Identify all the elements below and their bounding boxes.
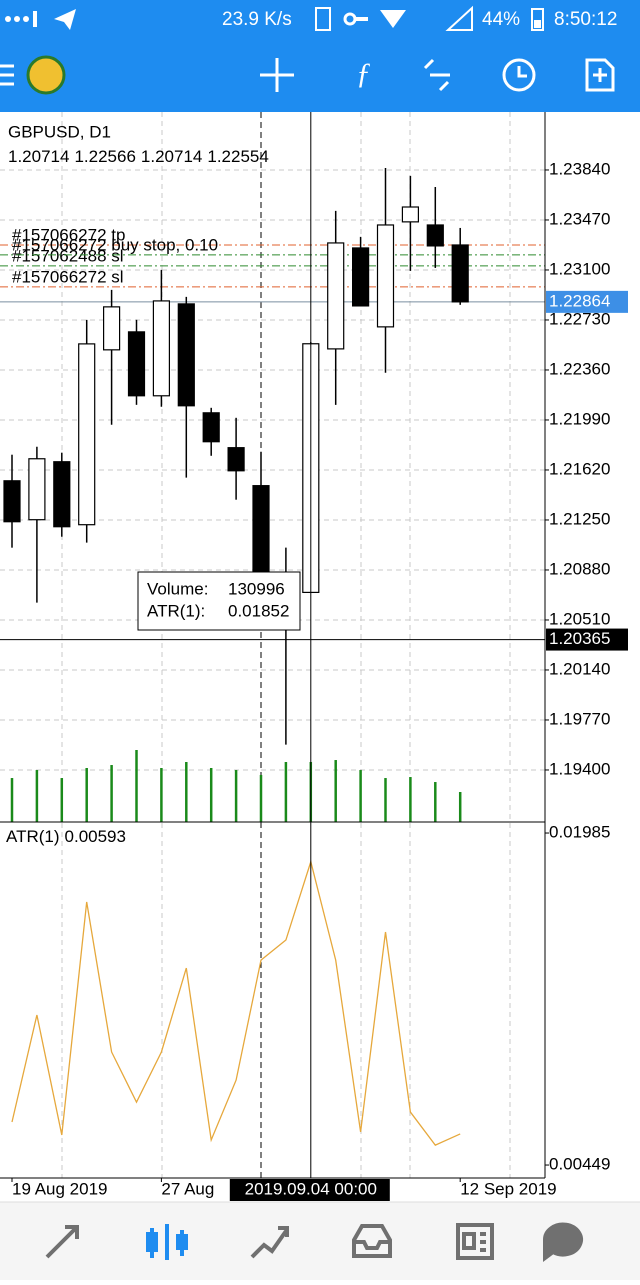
candle-body (102, 306, 121, 351)
nav-chart[interactable] (146, 1224, 188, 1260)
candle-body (202, 412, 220, 443)
candle-body (152, 300, 170, 397)
nav-quotes[interactable] (45, 1225, 79, 1259)
y-tick-label: 1.20510 (549, 609, 610, 628)
atr-line (11, 859, 461, 1146)
net-speed: 23.9 K/s (222, 9, 292, 30)
y-tick-label: 1.21620 (549, 459, 610, 478)
nav-icons (45, 1222, 583, 1262)
ohlc-readout: 1.20714 1.22566 1.20714 1.22554 (8, 147, 269, 166)
vol-layer (10, 750, 462, 822)
tooltip-label: ATR(1): (147, 601, 205, 620)
candle-body (352, 247, 370, 307)
y-tick-label: 1.22360 (549, 359, 610, 378)
y-tick-label: 1.23100 (549, 259, 610, 278)
y-tick-label: 1.21250 (549, 509, 610, 528)
candle-body (426, 224, 444, 247)
clock: 8:50:12 (554, 9, 617, 30)
indicator-value: 0.00593 (65, 827, 126, 846)
candle-body (401, 206, 419, 223)
x-tick-label: 12 Sep 2019 (460, 1179, 556, 1198)
y-tick-label: 1.20140 (549, 659, 610, 678)
x-tick-label: 27 Aug (161, 1179, 214, 1198)
chart-title: GBPUSD, D1 (8, 122, 111, 141)
ohlc-low: 1.20714 (141, 147, 202, 166)
status-icons (5, 5, 544, 31)
nav-history[interactable] (352, 1224, 392, 1258)
toolbar: ƒ (0, 55, 615, 95)
x-tick-label: 19 Aug 2019 (12, 1179, 107, 1198)
candle-body (3, 480, 21, 523)
crosshair-price-box (546, 628, 628, 651)
crosshair-time: 2019.09.04 00:00 (245, 1179, 377, 1198)
ohlc-close: 1.22554 (207, 147, 268, 166)
indicators-button[interactable]: ƒ (356, 57, 371, 90)
candle-body (252, 485, 270, 577)
menu-button[interactable] (0, 64, 14, 86)
chart: 19 Aug 2019 27 Aug 12 Sep 2019 #157062488 s… (0, 112, 628, 1201)
candles-layer (3, 167, 469, 745)
app-bar (0, 0, 640, 112)
y-tick-label: 1.22730 (549, 309, 610, 328)
y-tick-label: 1.20880 (549, 559, 610, 578)
candle-body (327, 242, 345, 350)
nav-news[interactable] (456, 1223, 494, 1260)
crosshair-price: 1.20365 (549, 629, 610, 648)
y-tick-label: 1.23470 (549, 209, 610, 228)
ohlc-high: 1.22566 (74, 147, 135, 166)
tooltip-value: 0.01852 (228, 601, 289, 620)
indicator-title: ATR(1) 0.00593 (6, 827, 126, 846)
nav-trade[interactable] (250, 1226, 289, 1259)
price-label-box (546, 290, 628, 313)
app-logo[interactable] (26, 55, 66, 95)
order-label: #157066272 sl (12, 267, 124, 286)
price-label: 1.22864 (549, 291, 610, 310)
candle-body (177, 303, 195, 407)
crosshair-button[interactable] (260, 58, 294, 92)
y-tick-label: 0.01985 (549, 823, 610, 842)
crosshair-time-box (229, 1179, 390, 1201)
new-order-button[interactable] (585, 58, 615, 92)
candle-body (53, 461, 71, 528)
trade-button[interactable] (423, 58, 450, 92)
order-label: #157066272 tp (12, 225, 125, 244)
tooltip-label: Volume: (147, 579, 208, 598)
order-label: #157062488 sl (12, 246, 124, 265)
nav-chat[interactable] (542, 1222, 583, 1262)
y-tick-label: 1.19770 (549, 709, 610, 728)
battery: 44% (482, 9, 520, 30)
candle-body (227, 447, 245, 472)
tooltip-value: 130996 (228, 579, 285, 598)
y-tick-label: 1.21990 (549, 409, 610, 428)
ohlc-open: 1.20714 (8, 147, 69, 166)
tooltip (137, 571, 301, 631)
labels-layer: GBPUSD, D11.238401.234701.231001.227301.… (0, 112, 628, 1182)
atr-layer (11, 859, 461, 1146)
candle-body (451, 244, 469, 303)
candle-body (78, 343, 96, 526)
cross-layer: 1.20365 2019.09.04 00:00 Volume: ATR(1): 130… (0, 112, 628, 1201)
y-tick-label: 1.23840 (549, 159, 610, 178)
candle-body (28, 458, 46, 521)
candle-body (127, 331, 146, 397)
period-button[interactable] (502, 58, 536, 92)
order-label: #157066272 buy stop, 0.10 (12, 235, 218, 254)
indicator-name: ATR(1) (6, 827, 60, 846)
y-tick-label: 0.00449 (549, 1155, 610, 1174)
bottom-nav (0, 1202, 640, 1280)
y-tick-label: 1.19400 (549, 759, 610, 778)
candle-body (376, 224, 395, 328)
